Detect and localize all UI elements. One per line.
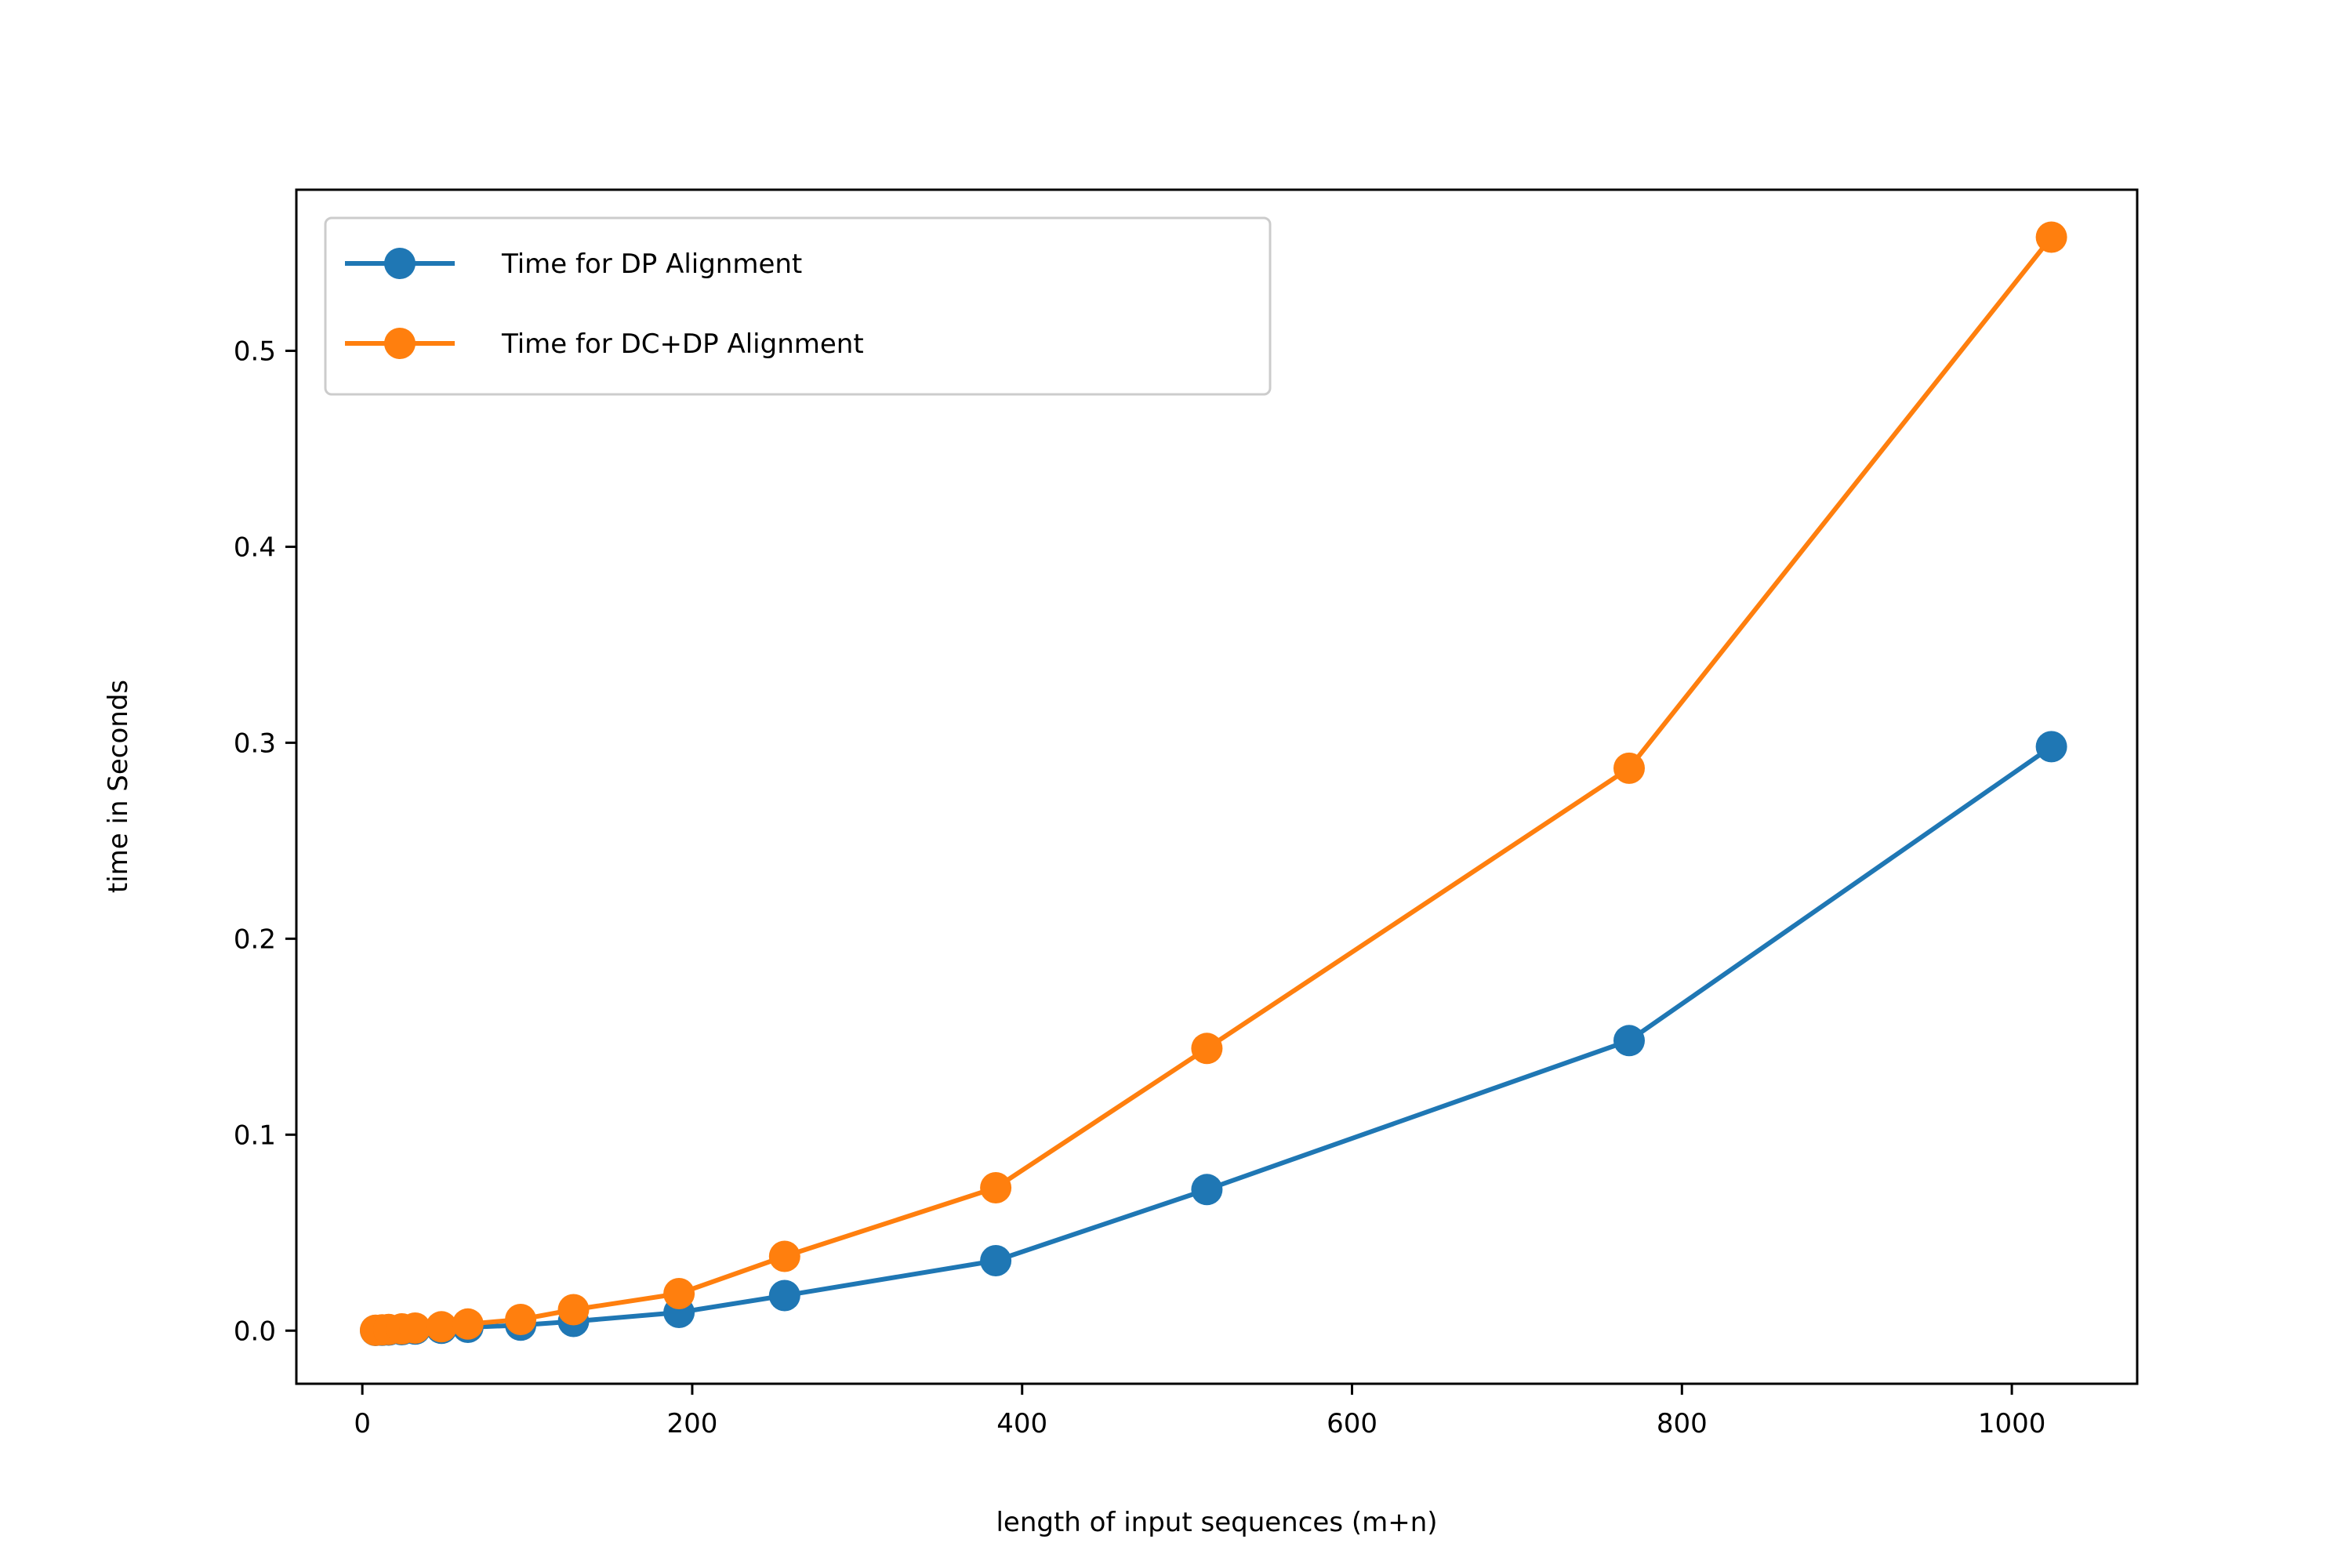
- series-2-point: [399, 1312, 431, 1344]
- series-2-point: [980, 1172, 1012, 1203]
- legend-frame: [324, 216, 1272, 396]
- legend-item-1: Time for DP Alignment: [345, 248, 802, 280]
- y-tick-label: 0.0: [234, 1316, 276, 1347]
- series-1-point: [980, 1245, 1012, 1276]
- legend-marker: [384, 328, 416, 359]
- series-2-point: [452, 1308, 484, 1340]
- x-tick-label: 0: [354, 1408, 371, 1439]
- series-2-point: [505, 1304, 537, 1335]
- series-1-point: [1613, 1025, 1645, 1057]
- y-axis-label: time in Seconds: [103, 680, 134, 893]
- series-1-point: [1191, 1174, 1223, 1206]
- series-2-point: [768, 1240, 800, 1272]
- series-1-point: [2035, 731, 2067, 763]
- series-2-point: [426, 1311, 458, 1343]
- y-tick-label: 0.4: [234, 532, 276, 563]
- y-tick-label: 0.3: [234, 728, 276, 759]
- x-tick-label: 600: [1327, 1408, 1377, 1439]
- series-2: [360, 221, 2067, 1346]
- series-2-point: [1191, 1033, 1223, 1065]
- legend-label: Time for DP Alignment: [501, 249, 802, 280]
- y-tick-label: 0.1: [234, 1120, 276, 1151]
- series-1-point: [768, 1279, 800, 1312]
- series-2-point: [2035, 221, 2067, 253]
- y-tick-label: 0.2: [234, 924, 276, 955]
- x-tick-label: 800: [1657, 1408, 1708, 1439]
- axes-frame: [295, 188, 2139, 1385]
- series-2-point: [557, 1294, 590, 1326]
- series-2-point: [663, 1278, 695, 1309]
- legend-item-2: Time for DC+DP Alignment: [345, 328, 864, 360]
- series-2-point: [1613, 752, 1645, 784]
- legend-marker: [384, 248, 416, 279]
- x-tick-label: 1000: [1978, 1408, 2046, 1439]
- y-tick-label: 0.5: [234, 336, 276, 367]
- x-tick-label: 200: [666, 1408, 717, 1439]
- x-tick-label: 400: [996, 1408, 1047, 1439]
- legend-label: Time for DC+DP Alignment: [501, 328, 864, 360]
- axis-ticks: 0 200 400 600 800 1000 0.0 0.1 0.2 0.3 0.4 0.5: [234, 336, 2045, 1439]
- legend: Time for DP Alignment Time for DC+DP Alig…: [324, 216, 1272, 396]
- plot-area: [360, 221, 2067, 1346]
- x-axis-label: length of input sequences (m+n): [996, 1507, 1437, 1538]
